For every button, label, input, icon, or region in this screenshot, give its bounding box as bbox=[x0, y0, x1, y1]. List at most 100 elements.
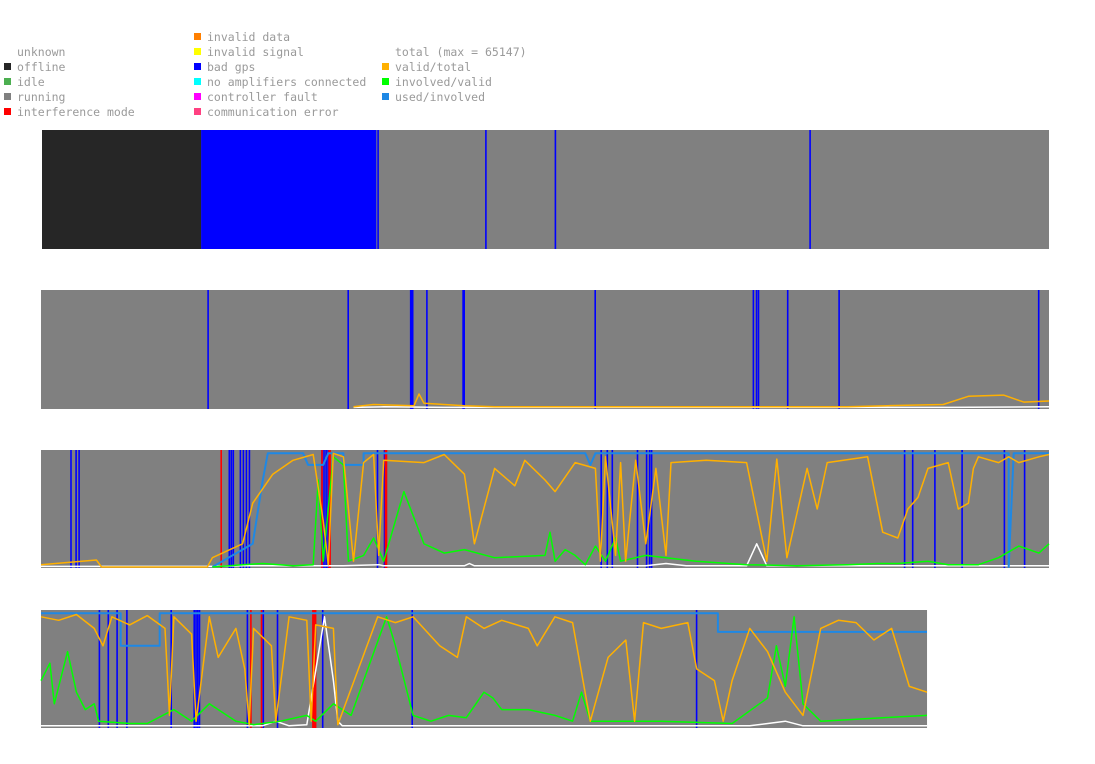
legend-label: interference mode bbox=[17, 105, 135, 119]
legend-swatch bbox=[194, 78, 201, 85]
bad-gps-mark bbox=[645, 450, 648, 568]
bad-gps-mark bbox=[248, 450, 251, 568]
chart-row-4 bbox=[40, 610, 928, 728]
legend-swatch bbox=[194, 93, 201, 100]
series-valid-total-line bbox=[40, 613, 928, 726]
legend-label: valid/total bbox=[395, 60, 472, 74]
bad-gps-mark bbox=[228, 450, 231, 568]
interference-mark bbox=[250, 610, 252, 728]
bad-gps-mark bbox=[75, 450, 77, 568]
bad-gps-mark bbox=[410, 290, 413, 409]
bad-gps-mark bbox=[207, 290, 209, 409]
interference-mark bbox=[260, 610, 263, 728]
series-used-involved-line bbox=[41, 612, 927, 647]
bad-gps-mark bbox=[78, 450, 80, 568]
chart-row-1 bbox=[42, 130, 1049, 249]
row-background bbox=[41, 450, 1049, 568]
legend-label: no amplifiers connected bbox=[207, 75, 367, 89]
bad-gps-mark bbox=[611, 450, 614, 568]
bad-gps-mark bbox=[126, 610, 128, 728]
legend-label: involved/valid bbox=[395, 75, 492, 89]
legend-swatch bbox=[194, 33, 201, 40]
legend-swatch bbox=[4, 63, 11, 70]
series-total-line bbox=[41, 543, 1049, 568]
bad-gps-mark bbox=[600, 450, 602, 568]
bad-gps-mark bbox=[116, 610, 118, 728]
legend-label: running bbox=[17, 90, 66, 104]
legend-label: used/involved bbox=[395, 90, 486, 104]
bad-gps-mark bbox=[239, 450, 242, 568]
bad-gps-mark bbox=[426, 290, 428, 409]
legend-label: unknown bbox=[17, 45, 66, 59]
state-segment bbox=[201, 130, 377, 249]
legend-label: idle bbox=[17, 75, 45, 89]
interference-mark bbox=[220, 450, 222, 568]
bad-gps-mark bbox=[650, 450, 653, 568]
bad-gps-mark bbox=[757, 290, 760, 409]
interference-mark bbox=[328, 450, 330, 568]
bad-gps-mark bbox=[838, 290, 840, 409]
interference-mark bbox=[385, 450, 388, 568]
bad-gps-mark bbox=[246, 610, 249, 728]
bad-gps-mark bbox=[554, 130, 557, 249]
bad-gps-mark bbox=[903, 450, 906, 568]
bad-gps-mark bbox=[961, 450, 963, 568]
series-involved-valid-line bbox=[40, 616, 928, 726]
bad-gps-mark bbox=[485, 130, 487, 249]
bad-gps-mark bbox=[70, 450, 72, 568]
bad-gps-mark bbox=[242, 450, 245, 568]
bad-gps-mark bbox=[245, 450, 248, 568]
legend-swatch bbox=[382, 93, 389, 100]
bad-gps-mark bbox=[648, 450, 651, 568]
bad-gps-mark bbox=[323, 450, 325, 568]
bad-gps-mark bbox=[383, 450, 386, 568]
series-valid-total-line bbox=[353, 393, 1050, 408]
bad-gps-mark bbox=[606, 450, 609, 568]
bad-gps-mark bbox=[752, 290, 755, 409]
bad-gps-mark bbox=[1037, 290, 1040, 409]
bad-gps-mark bbox=[755, 290, 758, 409]
legend-swatch bbox=[194, 63, 201, 70]
bad-gps-mark bbox=[195, 610, 197, 728]
chart-row-3 bbox=[40, 450, 1050, 568]
row-background bbox=[41, 290, 1049, 409]
bad-gps-mark bbox=[934, 450, 936, 568]
bad-gps-mark bbox=[911, 450, 914, 568]
bad-gps-mark bbox=[411, 290, 414, 409]
legend-label: invalid signal bbox=[207, 45, 304, 59]
legend-label: total (max = 65147) bbox=[395, 45, 527, 59]
bad-gps-mark bbox=[230, 450, 233, 568]
series-valid-total-line bbox=[40, 452, 1050, 568]
bad-gps-mark bbox=[376, 450, 379, 568]
legend-swatch bbox=[4, 108, 11, 115]
interference-mark bbox=[384, 450, 387, 568]
bad-gps-mark bbox=[463, 290, 465, 409]
bad-gps-mark bbox=[196, 610, 199, 728]
bad-gps-mark bbox=[409, 290, 412, 409]
legend-label: invalid data bbox=[207, 30, 291, 44]
legend-label: controller fault bbox=[207, 90, 318, 104]
legend-swatch bbox=[382, 63, 389, 70]
bad-gps-mark bbox=[809, 130, 811, 249]
bad-gps-mark bbox=[786, 290, 789, 409]
bad-gps-mark bbox=[636, 450, 639, 568]
bad-gps-mark bbox=[1023, 450, 1026, 568]
bad-gps-mark bbox=[98, 610, 101, 728]
bad-gps-mark bbox=[411, 610, 413, 728]
bad-gps-mark bbox=[262, 610, 265, 728]
bad-gps-mark bbox=[347, 290, 349, 409]
bad-gps-mark bbox=[198, 610, 201, 728]
legend-label: communication error bbox=[207, 105, 339, 119]
bad-gps-mark bbox=[193, 610, 195, 728]
legend-swatch bbox=[194, 48, 201, 55]
bad-gps-mark bbox=[276, 610, 279, 728]
bad-gps-mark bbox=[325, 450, 327, 568]
interference-mark bbox=[313, 610, 316, 728]
bad-gps-mark bbox=[107, 610, 110, 728]
legend-label: bad gps bbox=[207, 60, 256, 74]
legend-swatch bbox=[4, 78, 11, 85]
state-segment bbox=[42, 130, 202, 249]
bad-gps-mark bbox=[232, 450, 235, 568]
legend-swatch bbox=[382, 78, 389, 85]
